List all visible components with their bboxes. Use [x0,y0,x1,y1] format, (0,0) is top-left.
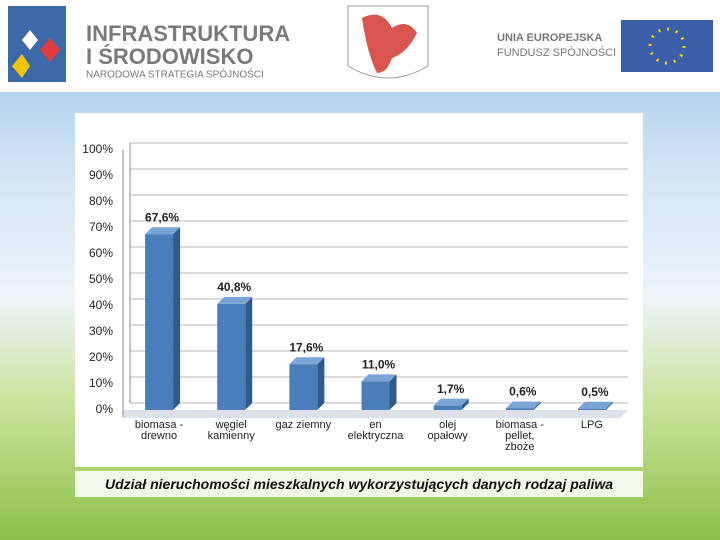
logo-text: UNIA EUROPEJSKA [497,32,602,44]
bar-top [577,401,613,409]
bar [217,303,246,410]
y-tick-label: 80% [89,194,113,208]
header-graphics: INFRASTRUKTURA I ŚRODOWISKO NARODOWA STR… [8,5,713,82]
y-tick-label: 30% [89,324,113,338]
bar-side [533,401,541,410]
chart-floor [123,410,628,418]
y-tick-label: 70% [89,220,113,234]
chart: 0% 10% 20% 30% 40% 50% 60% 70% 80% 90% 100% 67,6% 40… [82,142,628,418]
bar-side [173,227,181,410]
logo-star [22,30,38,50]
x-tick-label: biomasa - drewno [134,419,184,442]
logo-text: INFRASTRUKTURA [86,21,290,46]
bar-top [217,296,253,304]
header: INFRASTRUKTURA I ŚRODOWISKO NARODOWA STR… [0,0,720,92]
bar [505,408,534,410]
eu-flag [621,20,713,72]
y-tick-label: 40% [89,298,113,312]
value-label: 17,6% [289,340,323,354]
griffin [362,14,417,74]
bar [145,234,174,410]
y-tick-label: 60% [89,246,113,260]
x-tick-label: LPG [580,419,603,431]
logo-star [12,54,30,78]
logo-text: I ŚRODOWISKO [86,44,253,69]
y-tick-label: 10% [89,376,113,390]
y-tick-label: 100% [82,142,113,156]
bar-top [433,398,469,406]
bar-side [605,401,613,410]
y-tick-label: 50% [89,272,113,286]
bar-top [289,357,325,365]
x-tick-label: węgiel kamienny [207,419,255,442]
logo-star [40,38,60,62]
chart-title: Udział nieruchomości mieszkalnych wykorz… [75,471,643,497]
x-tick-label: gaz ziemny [275,419,332,431]
x-tick-label: olej opałowy [427,419,468,442]
eu-stars [648,27,686,65]
value-label: 0,5% [581,385,609,399]
x-tick-label: biomasa - pellet, zboże [495,419,544,453]
value-label: 11,0% [362,358,396,372]
bar-side [245,296,253,410]
bar-side [461,398,469,410]
bar-side [389,374,397,410]
y-tick-label: 90% [89,168,113,182]
bar-side [317,357,325,410]
bar-top [505,401,541,409]
bar [433,405,462,410]
chart-panel: 0% 10% 20% 30% 40% 50% 60% 70% 80% 90% 100% 67,6% 40… [75,113,643,467]
y-tick-label: 0% [96,402,114,416]
value-label: 1,7% [437,382,465,396]
value-label: 0,6% [509,385,537,399]
bar [289,364,318,410]
value-label: 40,8% [217,280,251,294]
x-tick-label: en elektryczna [347,419,404,442]
value-label: 67,6% [145,210,179,224]
logo-text: FUNDUSZ SPÓJNOŚCI [497,46,616,59]
bar-top [361,374,397,382]
logo-text: NARODOWA STRATEGIA SPÓJNOŚCI [86,68,264,81]
y-tick-label: 20% [89,350,113,364]
bar-top [145,227,181,235]
bar [361,381,390,410]
bar [577,408,606,410]
